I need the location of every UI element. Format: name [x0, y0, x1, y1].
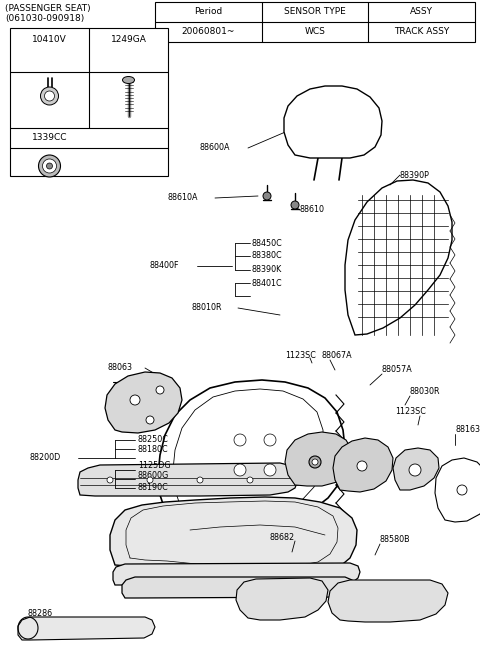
Text: 20060801~: 20060801~ [181, 28, 235, 37]
Circle shape [45, 91, 55, 101]
Polygon shape [105, 372, 182, 433]
Text: SENSOR TYPE: SENSOR TYPE [284, 7, 346, 16]
Polygon shape [158, 380, 345, 518]
Text: TRACK ASSY: TRACK ASSY [394, 28, 449, 37]
Circle shape [309, 456, 321, 468]
Circle shape [263, 192, 271, 200]
Text: 88067A: 88067A [322, 350, 353, 359]
Text: 88450C: 88450C [252, 239, 283, 247]
Text: 88610A: 88610A [168, 194, 199, 203]
Text: 1339CC: 1339CC [32, 134, 67, 142]
Circle shape [264, 434, 276, 446]
Polygon shape [393, 448, 439, 490]
Text: (061030-090918): (061030-090918) [5, 14, 84, 22]
Text: 88190C: 88190C [138, 483, 169, 491]
Circle shape [264, 464, 276, 476]
Circle shape [156, 386, 164, 394]
Text: Period: Period [194, 7, 222, 16]
Circle shape [47, 163, 52, 169]
Text: 88180C: 88180C [138, 445, 168, 453]
Text: (PASSENGER SEAT): (PASSENGER SEAT) [5, 3, 91, 12]
Circle shape [43, 159, 57, 173]
Polygon shape [113, 563, 360, 585]
Text: 88380C: 88380C [252, 251, 283, 260]
Text: 88390P: 88390P [400, 171, 430, 180]
Ellipse shape [122, 77, 134, 83]
Text: 1123SC: 1123SC [285, 350, 316, 359]
Text: 88682: 88682 [270, 533, 295, 543]
Circle shape [38, 155, 60, 177]
Text: 88250C: 88250C [138, 436, 169, 445]
Text: 88030R: 88030R [410, 388, 441, 396]
Circle shape [409, 464, 421, 476]
Text: 88163A: 88163A [455, 426, 480, 434]
Circle shape [146, 416, 154, 424]
Text: 88390K: 88390K [252, 266, 282, 274]
Text: 10410V: 10410V [32, 35, 67, 45]
Circle shape [40, 87, 59, 105]
Circle shape [234, 434, 246, 446]
Circle shape [197, 477, 203, 483]
Text: 88286: 88286 [28, 609, 53, 619]
Polygon shape [122, 577, 354, 598]
Circle shape [357, 461, 367, 471]
Text: 88010R: 88010R [192, 304, 223, 312]
Text: 1249GA: 1249GA [110, 35, 146, 45]
Circle shape [291, 201, 299, 209]
Circle shape [107, 477, 113, 483]
Polygon shape [345, 180, 452, 335]
Text: 88610: 88610 [300, 205, 325, 215]
Polygon shape [110, 497, 357, 578]
Polygon shape [236, 578, 328, 620]
Circle shape [234, 464, 246, 476]
Text: 88200D: 88200D [30, 453, 61, 462]
Circle shape [312, 459, 318, 465]
Polygon shape [285, 432, 352, 486]
Text: 88580B: 88580B [380, 535, 410, 544]
Text: 88600G: 88600G [138, 472, 169, 480]
Bar [155, 2, 475, 42]
Text: 1123SC: 1123SC [395, 407, 426, 417]
Polygon shape [328, 580, 448, 622]
Polygon shape [333, 438, 393, 492]
Text: 88401C: 88401C [252, 279, 283, 287]
Polygon shape [435, 458, 480, 522]
Polygon shape [18, 617, 155, 640]
Text: 88063: 88063 [108, 363, 133, 373]
Text: WCS: WCS [305, 28, 325, 37]
Circle shape [457, 485, 467, 495]
Polygon shape [78, 463, 298, 496]
Text: 88600A: 88600A [200, 144, 230, 152]
Bar [10, 28, 168, 176]
Polygon shape [284, 86, 382, 158]
Circle shape [130, 395, 140, 405]
Text: ASSY: ASSY [410, 7, 433, 16]
Circle shape [147, 477, 153, 483]
Text: 88400F: 88400F [150, 262, 180, 270]
Circle shape [247, 477, 253, 483]
Text: 1125DG: 1125DG [138, 461, 170, 470]
Text: 88057A: 88057A [382, 365, 413, 375]
